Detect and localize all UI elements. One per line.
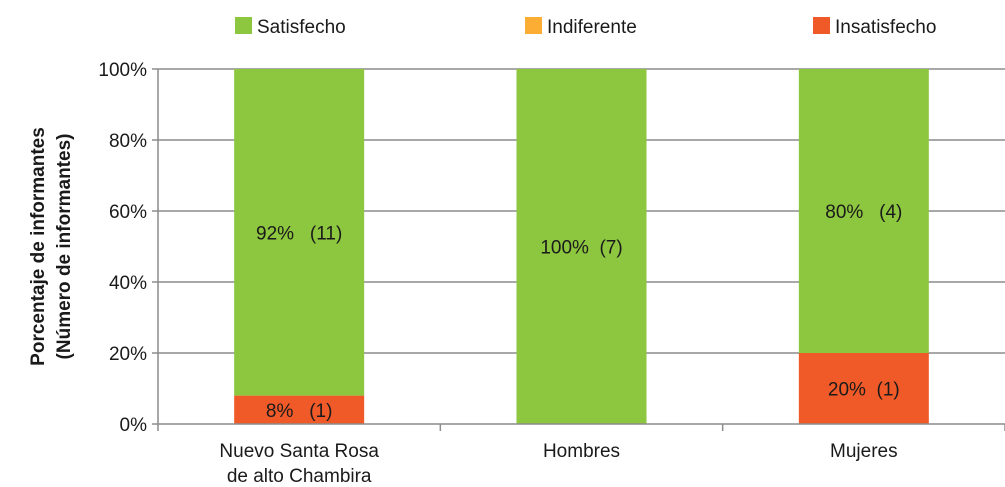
bar-segment: [798, 69, 929, 353]
legend-swatch: [525, 17, 542, 34]
legend-label: Indiferente: [547, 17, 637, 38]
x-category-label: Mujeres: [830, 441, 898, 462]
bar-segment: [234, 69, 365, 396]
bar-segment: [234, 395, 365, 424]
y-tick-label: 60%: [109, 202, 147, 223]
y-tick-label: 20%: [109, 344, 147, 365]
bar-segment: [516, 69, 647, 424]
y-tick-label: 80%: [109, 131, 147, 152]
data-label: 80% (4): [825, 202, 902, 223]
y-axis-title: Porcentaje de informantes (Número de info…: [28, 127, 75, 366]
data-label: 100% (7): [540, 238, 622, 259]
y-tick-label: 0%: [120, 415, 148, 436]
legend: Satisfecho Indiferente Insatisfecho: [235, 17, 936, 38]
y-tick-label: 100%: [98, 60, 147, 81]
legend-swatch: [813, 17, 830, 34]
data-label: 92% (11): [256, 223, 342, 244]
bars-layer: [234, 69, 929, 424]
data-label: 20% (1): [828, 380, 900, 401]
axis-layer: 0% 20% 40% 60% 80% 100% Nuevo Santa Rosa de alt…: [98, 60, 1005, 487]
y-axis-title-line: (Número de informantes): [54, 134, 75, 360]
y-axis-title-line: Porcentaje de informantes: [28, 127, 49, 366]
data-label: 8% (1): [266, 401, 333, 422]
legend-label: Satisfecho: [257, 17, 346, 38]
x-category-label: Nuevo Santa Rosa: [219, 441, 379, 462]
legend-swatch: [235, 17, 252, 34]
y-tick-label: 40%: [109, 273, 147, 294]
x-category-label: Hombres: [543, 441, 620, 462]
x-category-label: de alto Chambira: [227, 466, 372, 487]
bar-segment: [798, 353, 929, 424]
labels-layer: 8% (1) 92% (11) 100% (7) 20% (1) 80% (4): [256, 202, 902, 422]
legend-label: Insatisfecho: [835, 17, 936, 38]
